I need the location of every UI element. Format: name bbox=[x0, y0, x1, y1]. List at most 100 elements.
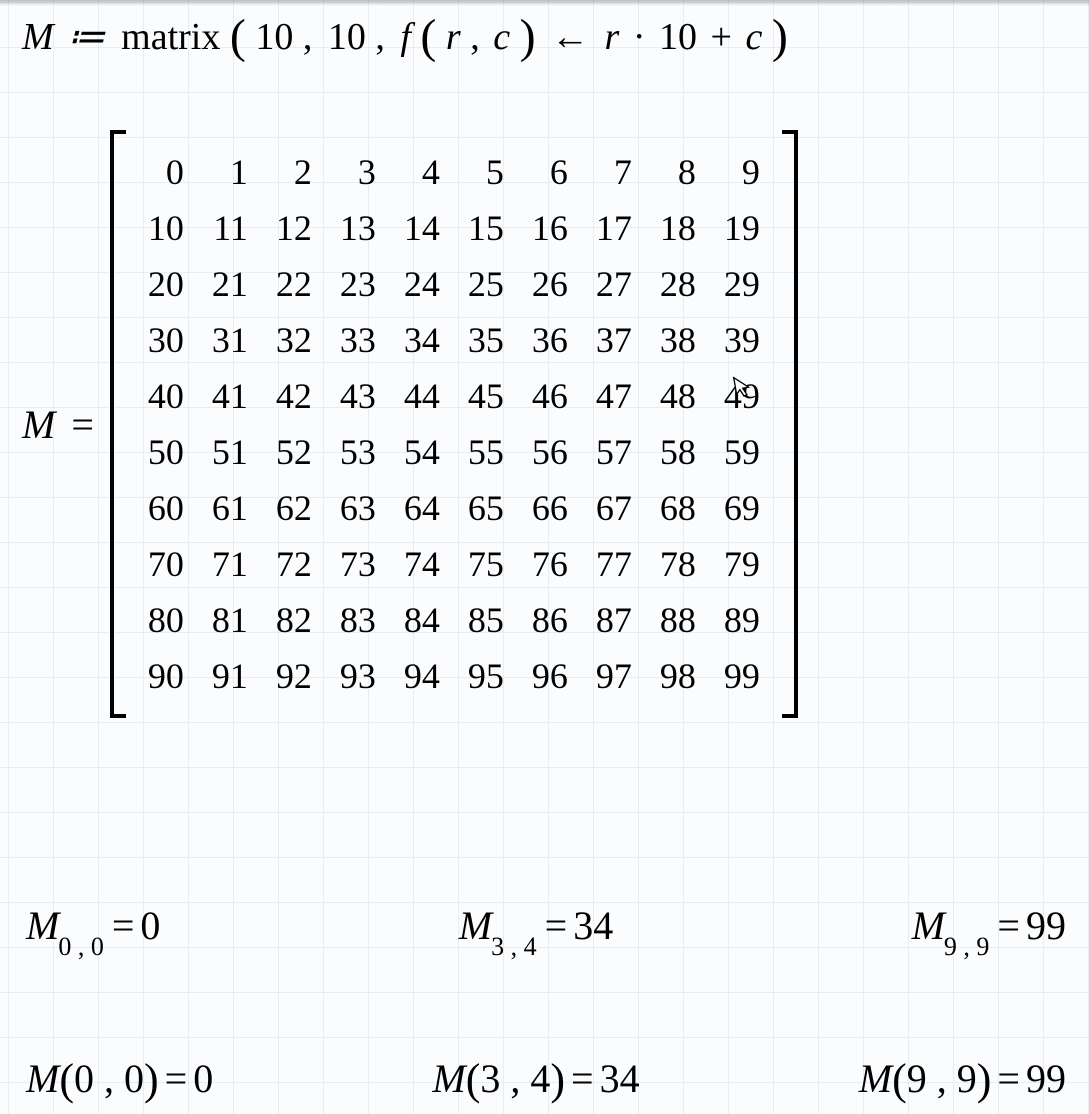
matrix-cell: 91 bbox=[198, 648, 262, 704]
matrix-cell: 54 bbox=[390, 424, 454, 480]
matrix-cell: 42 bbox=[262, 368, 326, 424]
matrix-cell: 58 bbox=[646, 424, 710, 480]
call-args: 3 , 4 bbox=[480, 1055, 550, 1102]
rows-argument: 10 bbox=[255, 16, 293, 58]
matrix-cell: 36 bbox=[518, 312, 582, 368]
matrix-cell: 87 bbox=[582, 592, 646, 648]
lookup-expression[interactable]: M 0 , 0 = 0 bbox=[26, 902, 160, 949]
body-variable-r: r bbox=[605, 16, 620, 58]
lambda-close-paren: ) bbox=[520, 10, 536, 63]
subscript-lookup-row: M 0 , 0 = 0 M 3 , 4 = 34 M 9 , 9 = 99 bbox=[26, 902, 1066, 949]
matrix-cell: 20 bbox=[134, 256, 198, 312]
subscript-index: 9 , 9 bbox=[944, 932, 990, 962]
matrix-cell: 68 bbox=[646, 480, 710, 536]
matrix-cell: 10 bbox=[134, 200, 198, 256]
matrix-row: 90919293949596979899 bbox=[134, 648, 774, 704]
assign-operator: ≔ bbox=[67, 16, 106, 58]
matrix-cell: 6 bbox=[518, 144, 582, 200]
matrix-cell: 90 bbox=[134, 648, 198, 704]
open-paren: ( bbox=[59, 1054, 74, 1105]
matrix-value: 0123456789101112131415161718192021222324… bbox=[106, 130, 802, 718]
matrix-cell: 12 bbox=[262, 200, 326, 256]
matrix-cell: 88 bbox=[646, 592, 710, 648]
open-paren: ( bbox=[230, 10, 246, 63]
body-plus-operator: + bbox=[711, 16, 732, 58]
matrix-cell: 5 bbox=[454, 144, 518, 200]
matrix-cell: 77 bbox=[582, 536, 646, 592]
matrix-cell: 43 bbox=[326, 368, 390, 424]
subscript-index: 0 , 0 bbox=[58, 932, 104, 962]
matrix-cell: 83 bbox=[326, 592, 390, 648]
matrix-cell: 4 bbox=[390, 144, 454, 200]
matrix-cell: 75 bbox=[454, 536, 518, 592]
matrix-cell: 0 bbox=[134, 144, 198, 200]
matrix-lhs: M = bbox=[22, 401, 100, 448]
matrix-cell: 28 bbox=[646, 256, 710, 312]
matrix-cell: 18 bbox=[646, 200, 710, 256]
matrix-cell: 96 bbox=[518, 648, 582, 704]
matrix-cell: 25 bbox=[454, 256, 518, 312]
matrix-cell: 49 bbox=[710, 368, 774, 424]
matrix-cell: 37 bbox=[582, 312, 646, 368]
result-value: 0 bbox=[140, 902, 160, 949]
variable-M: M bbox=[22, 16, 54, 58]
matrix-row: 80818283848586878889 bbox=[134, 592, 774, 648]
result-value: 34 bbox=[573, 902, 613, 949]
body-variable-c: c bbox=[745, 16, 762, 58]
matrix-cell: 66 bbox=[518, 480, 582, 536]
lookup-expression[interactable]: M 3 , 4 = 34 bbox=[459, 902, 613, 949]
matrix-cell: 24 bbox=[390, 256, 454, 312]
separator-2: , bbox=[375, 16, 385, 58]
equals-operator: = bbox=[571, 1055, 594, 1102]
matrix-row: 50515253545556575859 bbox=[134, 424, 774, 480]
matrix-row: 70717273747576777879 bbox=[134, 536, 774, 592]
left-bracket bbox=[106, 130, 124, 718]
matrix-row: 0123456789 bbox=[134, 144, 774, 200]
matrix-cell: 44 bbox=[390, 368, 454, 424]
result-value: 99 bbox=[1026, 1055, 1066, 1102]
separator-1: , bbox=[303, 16, 313, 58]
matrix-cell: 79 bbox=[710, 536, 774, 592]
call-args: 9 , 9 bbox=[907, 1055, 977, 1102]
matrix-cell: 95 bbox=[454, 648, 518, 704]
matrix-cell: 32 bbox=[262, 312, 326, 368]
matrix-cell: 59 bbox=[710, 424, 774, 480]
result-value: 34 bbox=[600, 1055, 640, 1102]
variable-M: M bbox=[432, 1055, 465, 1102]
matrix-row: 20212223242526272829 bbox=[134, 256, 774, 312]
matrix-definition-expression[interactable]: M ≔ matrix ( 10 , 10 , f ( r , c ) ← r ·… bbox=[22, 10, 788, 58]
equals-operator: = bbox=[545, 902, 568, 949]
equals-operator: = bbox=[112, 902, 135, 949]
matrix-cell: 69 bbox=[710, 480, 774, 536]
matrix-cell: 16 bbox=[518, 200, 582, 256]
matrix-cell: 73 bbox=[326, 536, 390, 592]
matrix-evaluation-expression[interactable]: M = 012345678910111213141516171819202122… bbox=[22, 130, 802, 718]
close-paren: ) bbox=[550, 1054, 565, 1105]
matrix-function-name: matrix bbox=[121, 16, 220, 58]
param-separator: , bbox=[470, 16, 480, 58]
matrix-cell: 80 bbox=[134, 592, 198, 648]
close-paren: ) bbox=[977, 1054, 992, 1105]
matrix-cell: 64 bbox=[390, 480, 454, 536]
lookup-expression[interactable]: M 9 , 9 = 99 bbox=[912, 902, 1066, 949]
matrix-cell: 40 bbox=[134, 368, 198, 424]
matrix-cell: 14 bbox=[390, 200, 454, 256]
result-value: 99 bbox=[1026, 902, 1066, 949]
lookup-expression[interactable]: M ( 3 , 4 ) = 34 bbox=[432, 1052, 639, 1103]
matrix-cell: 72 bbox=[262, 536, 326, 592]
body-dot-operator: · bbox=[633, 16, 646, 58]
variable-M: M bbox=[459, 902, 492, 949]
matrix-row: 10111213141516171819 bbox=[134, 200, 774, 256]
matrix-cell: 45 bbox=[454, 368, 518, 424]
open-paren: ( bbox=[892, 1054, 907, 1105]
lookup-expression[interactable]: M ( 9 , 9 ) = 99 bbox=[859, 1052, 1066, 1103]
matrix-cell: 62 bbox=[262, 480, 326, 536]
matrix-cell: 65 bbox=[454, 480, 518, 536]
matrix-cell: 76 bbox=[518, 536, 582, 592]
right-bracket bbox=[784, 130, 802, 718]
variable-M: M bbox=[22, 402, 55, 447]
matrix-cell: 3 bbox=[326, 144, 390, 200]
close-paren: ) bbox=[144, 1054, 159, 1105]
lookup-expression[interactable]: M ( 0 , 0 ) = 0 bbox=[26, 1052, 213, 1103]
matrix-cell: 9 bbox=[710, 144, 774, 200]
